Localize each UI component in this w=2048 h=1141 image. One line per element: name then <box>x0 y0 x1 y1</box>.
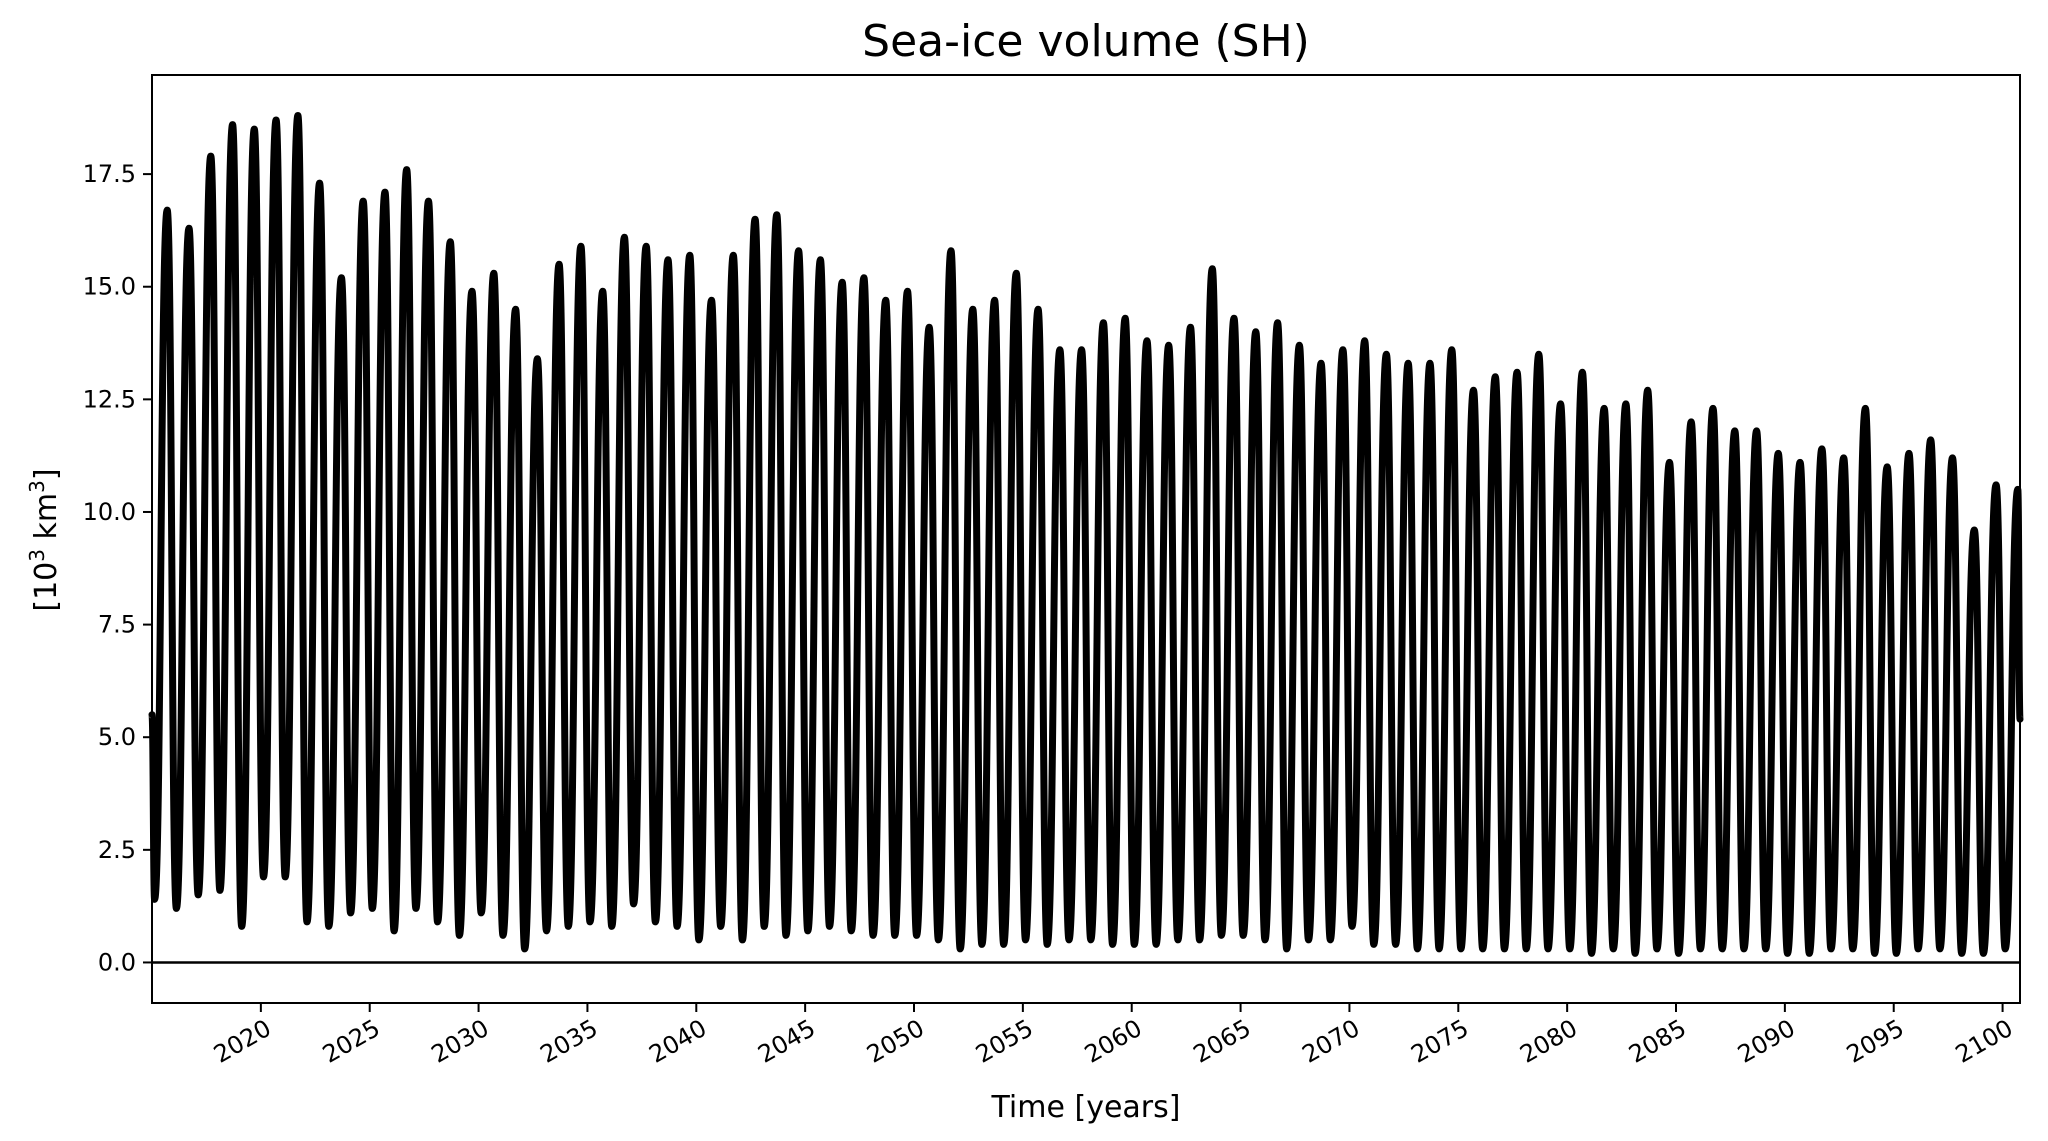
x-axis-label: Time [years] <box>991 1090 1181 1125</box>
y-tick-label: 0.0 <box>98 948 136 976</box>
y-tick-label: 5.0 <box>98 723 136 751</box>
y-axis: 0.0 2.5 5.0 7.5 10.0 12.5 15.0 17.5 <box>83 160 152 976</box>
y-label-close: ] <box>29 468 64 480</box>
y-tick-label: 7.5 <box>98 611 136 639</box>
y-label-unit-exponent: 3 <box>25 480 49 493</box>
chart-title: Sea-ice volume (SH) <box>862 16 1310 67</box>
y-tick-label: 17.5 <box>83 160 136 188</box>
series-line <box>148 112 2024 957</box>
y-label-exponent: 3 <box>25 549 49 562</box>
y-axis-label: [103 km3] <box>25 468 64 611</box>
y-label-prefix: [10 <box>29 562 64 612</box>
y-tick-label: 2.5 <box>98 836 136 864</box>
axes-frame <box>151 74 2021 1004</box>
y-label-unit: km <box>29 493 64 549</box>
y-tick-label: 15.0 <box>83 273 136 301</box>
y-tick-label: 10.0 <box>83 498 136 526</box>
plot-area <box>148 74 2024 1004</box>
y-tick-label: 12.5 <box>83 385 136 413</box>
